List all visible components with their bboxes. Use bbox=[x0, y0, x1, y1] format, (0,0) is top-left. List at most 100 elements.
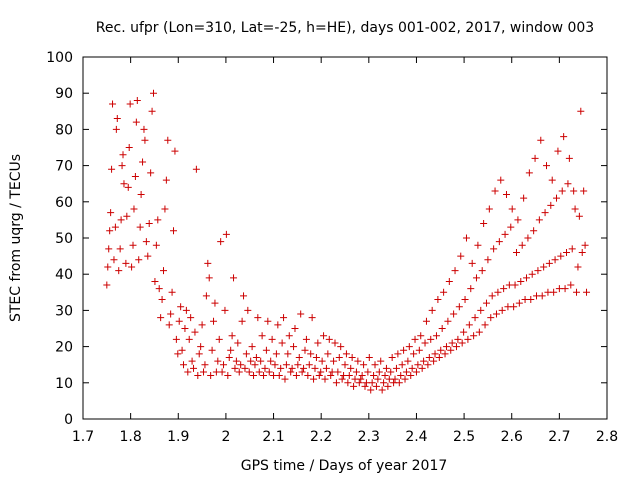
data-point bbox=[235, 368, 243, 376]
data-point bbox=[180, 361, 188, 369]
data-point bbox=[125, 144, 133, 151]
data-point bbox=[231, 364, 239, 372]
x-tick-label: 2.7 bbox=[548, 429, 570, 445]
data-point bbox=[205, 274, 213, 282]
data-point bbox=[244, 306, 252, 314]
data-point bbox=[512, 248, 520, 256]
data-point bbox=[318, 357, 326, 365]
data-point bbox=[290, 343, 298, 351]
data-point bbox=[414, 361, 422, 369]
data-point bbox=[430, 357, 438, 365]
y-tick-label: 100 bbox=[46, 50, 73, 66]
data-point bbox=[297, 310, 305, 318]
data-point bbox=[345, 372, 353, 380]
x-tick-label: 2.6 bbox=[501, 429, 523, 445]
data-point bbox=[222, 230, 230, 238]
data-point bbox=[108, 165, 116, 173]
data-point bbox=[157, 314, 165, 322]
data-point bbox=[128, 263, 136, 271]
data-point bbox=[214, 357, 222, 365]
data-point bbox=[452, 343, 460, 351]
data-point bbox=[260, 372, 268, 380]
data-point bbox=[543, 162, 551, 170]
data-point bbox=[475, 328, 483, 336]
data-point bbox=[384, 382, 392, 390]
data-point bbox=[257, 357, 265, 365]
data-point bbox=[440, 288, 448, 296]
data-point bbox=[210, 317, 218, 325]
data-point bbox=[460, 328, 468, 336]
data-point bbox=[517, 277, 525, 285]
data-point bbox=[181, 325, 189, 332]
data-point bbox=[420, 357, 428, 365]
data-point bbox=[294, 361, 302, 369]
data-point bbox=[400, 346, 408, 354]
data-point bbox=[341, 361, 349, 369]
chart-title: Rec. ufpr (Lon=310, Lat=-25, h=HE), days… bbox=[96, 20, 594, 36]
data-point bbox=[272, 350, 280, 358]
data-point bbox=[123, 212, 131, 220]
data-point bbox=[132, 118, 140, 126]
data-point bbox=[106, 227, 114, 235]
data-point bbox=[387, 368, 395, 376]
data-point bbox=[435, 353, 443, 361]
data-point bbox=[130, 205, 138, 213]
data-point bbox=[252, 353, 260, 361]
data-point bbox=[377, 357, 385, 365]
data-point bbox=[482, 299, 490, 307]
data-point bbox=[142, 238, 150, 246]
data-point bbox=[338, 375, 346, 383]
y-tick-label: 30 bbox=[55, 303, 73, 319]
data-point bbox=[304, 372, 312, 380]
data-point bbox=[332, 379, 340, 387]
data-points bbox=[103, 89, 591, 394]
data-point bbox=[237, 361, 245, 369]
data-point bbox=[184, 368, 192, 376]
data-point bbox=[481, 321, 489, 329]
data-point bbox=[232, 357, 240, 365]
data-point bbox=[344, 379, 352, 387]
data-point bbox=[211, 299, 219, 307]
data-point bbox=[120, 180, 128, 188]
data-point bbox=[554, 147, 562, 155]
data-point bbox=[445, 277, 453, 285]
data-point bbox=[391, 375, 399, 383]
data-point bbox=[422, 317, 430, 325]
data-point bbox=[438, 325, 446, 332]
data-point bbox=[354, 357, 362, 365]
data-point bbox=[461, 296, 469, 304]
data-point bbox=[105, 245, 113, 253]
data-point bbox=[238, 317, 246, 325]
data-point bbox=[301, 346, 309, 354]
data-point bbox=[292, 372, 300, 380]
data-point bbox=[225, 353, 233, 361]
data-point bbox=[524, 234, 532, 242]
data-point bbox=[145, 220, 153, 228]
data-point bbox=[168, 288, 176, 296]
axis-ticks: 1.7 1.8 1.9 2 2.1 2.2 2.3 2.4 2.5 2.6 2.7 2.8 0 10 20 3… bbox=[46, 50, 618, 445]
data-point bbox=[583, 288, 591, 296]
data-point bbox=[207, 372, 215, 380]
data-point bbox=[321, 375, 329, 383]
data-point bbox=[541, 209, 549, 217]
data-point bbox=[117, 216, 125, 224]
data-point bbox=[575, 212, 583, 220]
data-point bbox=[204, 259, 212, 267]
data-point bbox=[490, 245, 498, 253]
data-point bbox=[528, 270, 536, 278]
data-point bbox=[178, 346, 186, 354]
data-point bbox=[467, 285, 475, 293]
data-point bbox=[472, 274, 480, 282]
data-point bbox=[141, 136, 149, 144]
data-point bbox=[365, 353, 373, 361]
data-point bbox=[310, 375, 318, 383]
data-point bbox=[404, 357, 412, 365]
data-point bbox=[191, 328, 199, 336]
data-point bbox=[172, 335, 180, 343]
data-point bbox=[118, 162, 126, 170]
y-axis-label: STEC from uqrg / TECUs bbox=[8, 154, 24, 322]
data-point bbox=[174, 350, 182, 358]
data-point bbox=[405, 343, 413, 351]
data-point bbox=[424, 361, 432, 369]
data-point bbox=[185, 335, 193, 343]
